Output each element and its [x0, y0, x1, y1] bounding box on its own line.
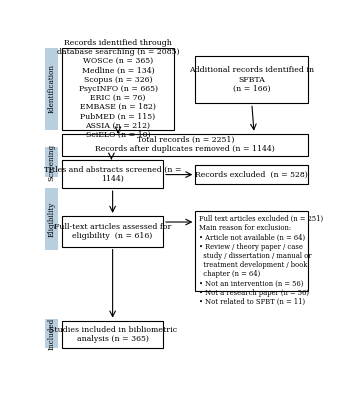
FancyBboxPatch shape: [45, 188, 58, 250]
Text: Included: Included: [48, 318, 56, 350]
FancyBboxPatch shape: [62, 48, 174, 130]
Text: Records identified through
database searching (n = 2085)
WOSCe (n = 365)
Medline: Records identified through database sear…: [57, 39, 179, 139]
FancyBboxPatch shape: [45, 319, 58, 348]
FancyBboxPatch shape: [62, 134, 308, 156]
FancyBboxPatch shape: [62, 160, 163, 188]
FancyBboxPatch shape: [62, 320, 163, 348]
Text: Full text articles excluded (n = 251)
Main reason for exclusion:
• Article not a: Full text articles excluded (n = 251) Ma…: [198, 215, 323, 306]
Text: Additional records identified in
SFBTA
(n = 166): Additional records identified in SFBTA (…: [189, 66, 314, 93]
FancyBboxPatch shape: [195, 165, 308, 184]
Text: Total records (n = 2251)
Records after duplicates removed (n = 1144): Total records (n = 2251) Records after d…: [95, 136, 275, 153]
Text: Titles and abstracts screened (n =
1144): Titles and abstracts screened (n = 1144): [44, 165, 181, 182]
Text: Screening: Screening: [48, 143, 56, 180]
FancyBboxPatch shape: [45, 146, 58, 177]
Text: Eligibility: Eligibility: [48, 201, 56, 237]
FancyBboxPatch shape: [195, 211, 308, 291]
FancyBboxPatch shape: [45, 48, 58, 130]
Text: Records excluded  (n = 528): Records excluded (n = 528): [195, 170, 308, 178]
Text: Full-text articles assessed for
eligibility  (n = 616): Full-text articles assessed for eligibil…: [54, 223, 171, 240]
FancyBboxPatch shape: [62, 216, 163, 247]
FancyBboxPatch shape: [195, 56, 308, 104]
Text: Identification: Identification: [48, 64, 56, 113]
Text: Studies included in bibliometric
analysis (n = 365): Studies included in bibliometric analysi…: [49, 326, 177, 343]
